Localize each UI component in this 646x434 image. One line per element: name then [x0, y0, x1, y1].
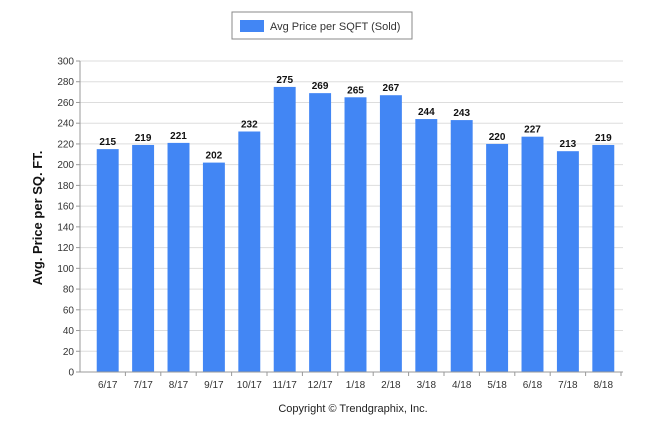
- data-label: 215: [99, 137, 116, 148]
- data-label: 213: [560, 139, 577, 150]
- data-label: 219: [135, 133, 152, 144]
- x-tick-label: 7/18: [558, 380, 578, 391]
- x-tick-label: 6/17: [98, 380, 118, 391]
- y-tick-label: 120: [57, 243, 74, 254]
- y-tick-label: 100: [57, 264, 74, 275]
- data-label: 244: [418, 107, 435, 118]
- legend-label: Avg Price per SQFT (Sold): [270, 21, 400, 33]
- y-tick-label: 180: [57, 181, 74, 192]
- bar[interactable]: [202, 162, 225, 372]
- x-tick-label: 11/17: [273, 380, 298, 391]
- data-label: 227: [524, 125, 541, 136]
- y-tick-label: 160: [57, 202, 74, 213]
- y-tick-label: 0: [68, 368, 74, 379]
- y-tick-label: 280: [57, 77, 74, 88]
- x-tick-label: 2/18: [381, 380, 401, 391]
- data-label: 265: [347, 85, 364, 96]
- y-tick-label: 200: [57, 160, 74, 171]
- bar[interactable]: [132, 144, 155, 372]
- data-label: 269: [312, 81, 329, 92]
- x-tick-label: 12/17: [308, 380, 333, 391]
- y-tick-label: 60: [63, 305, 75, 316]
- x-tick-label: 3/18: [417, 380, 437, 391]
- data-label: 221: [170, 131, 187, 142]
- data-labels: 215 219 221 202 232 275 269 265 267 244 243 220 227 2…: [99, 75, 612, 162]
- data-label: 275: [276, 75, 293, 86]
- bar[interactable]: [592, 144, 615, 372]
- data-label: 219: [595, 133, 612, 144]
- axes: 0 20 40 60 80 100 120 140 160 180 200 220 240 260 280 3…: [57, 57, 623, 391]
- bar[interactable]: [379, 95, 402, 373]
- bar[interactable]: [556, 151, 579, 372]
- bars: [96, 86, 615, 373]
- x-tick-label: 10/17: [237, 380, 262, 391]
- legend-swatch: [240, 20, 264, 32]
- y-tick-label: 40: [63, 326, 75, 337]
- bar[interactable]: [415, 119, 438, 372]
- y-tick-label: 80: [63, 285, 75, 296]
- data-label: 232: [241, 119, 258, 130]
- bar[interactable]: [238, 131, 261, 372]
- bar[interactable]: [344, 97, 367, 373]
- y-tick-label: 300: [57, 57, 74, 68]
- x-tick-label: 8/18: [594, 380, 614, 391]
- x-tick-label: 7/17: [133, 380, 153, 391]
- data-label: 267: [383, 83, 400, 94]
- data-label: 243: [453, 108, 470, 119]
- data-label: 202: [206, 151, 223, 162]
- y-tick-label: 240: [57, 119, 74, 130]
- x-tick-label: 4/18: [452, 380, 472, 391]
- bar[interactable]: [96, 149, 119, 372]
- bar[interactable]: [450, 120, 473, 372]
- bar[interactable]: [521, 136, 544, 372]
- x-tick-label: 9/17: [204, 380, 224, 391]
- bar[interactable]: [273, 86, 296, 373]
- copyright-footer: Copyright © Trendgraphix, Inc.: [278, 403, 427, 415]
- y-tick-label: 140: [57, 222, 74, 233]
- y-tick-label: 220: [57, 139, 74, 150]
- x-tick-label: 6/18: [523, 380, 543, 391]
- data-label: 220: [489, 132, 506, 143]
- bar[interactable]: [309, 93, 332, 373]
- x-tick-label: 8/17: [169, 380, 189, 391]
- y-tick-label: 20: [63, 347, 75, 358]
- y-tick-label: 260: [57, 98, 74, 109]
- x-tick-label: 1/18: [346, 380, 366, 391]
- bar[interactable]: [486, 143, 509, 372]
- x-tick-label: 5/18: [487, 380, 507, 391]
- legend[interactable]: Avg Price per SQFT (Sold): [231, 11, 413, 40]
- bar[interactable]: [167, 142, 190, 372]
- y-axis-label: Avg. Price per SQ. FT.: [30, 151, 45, 286]
